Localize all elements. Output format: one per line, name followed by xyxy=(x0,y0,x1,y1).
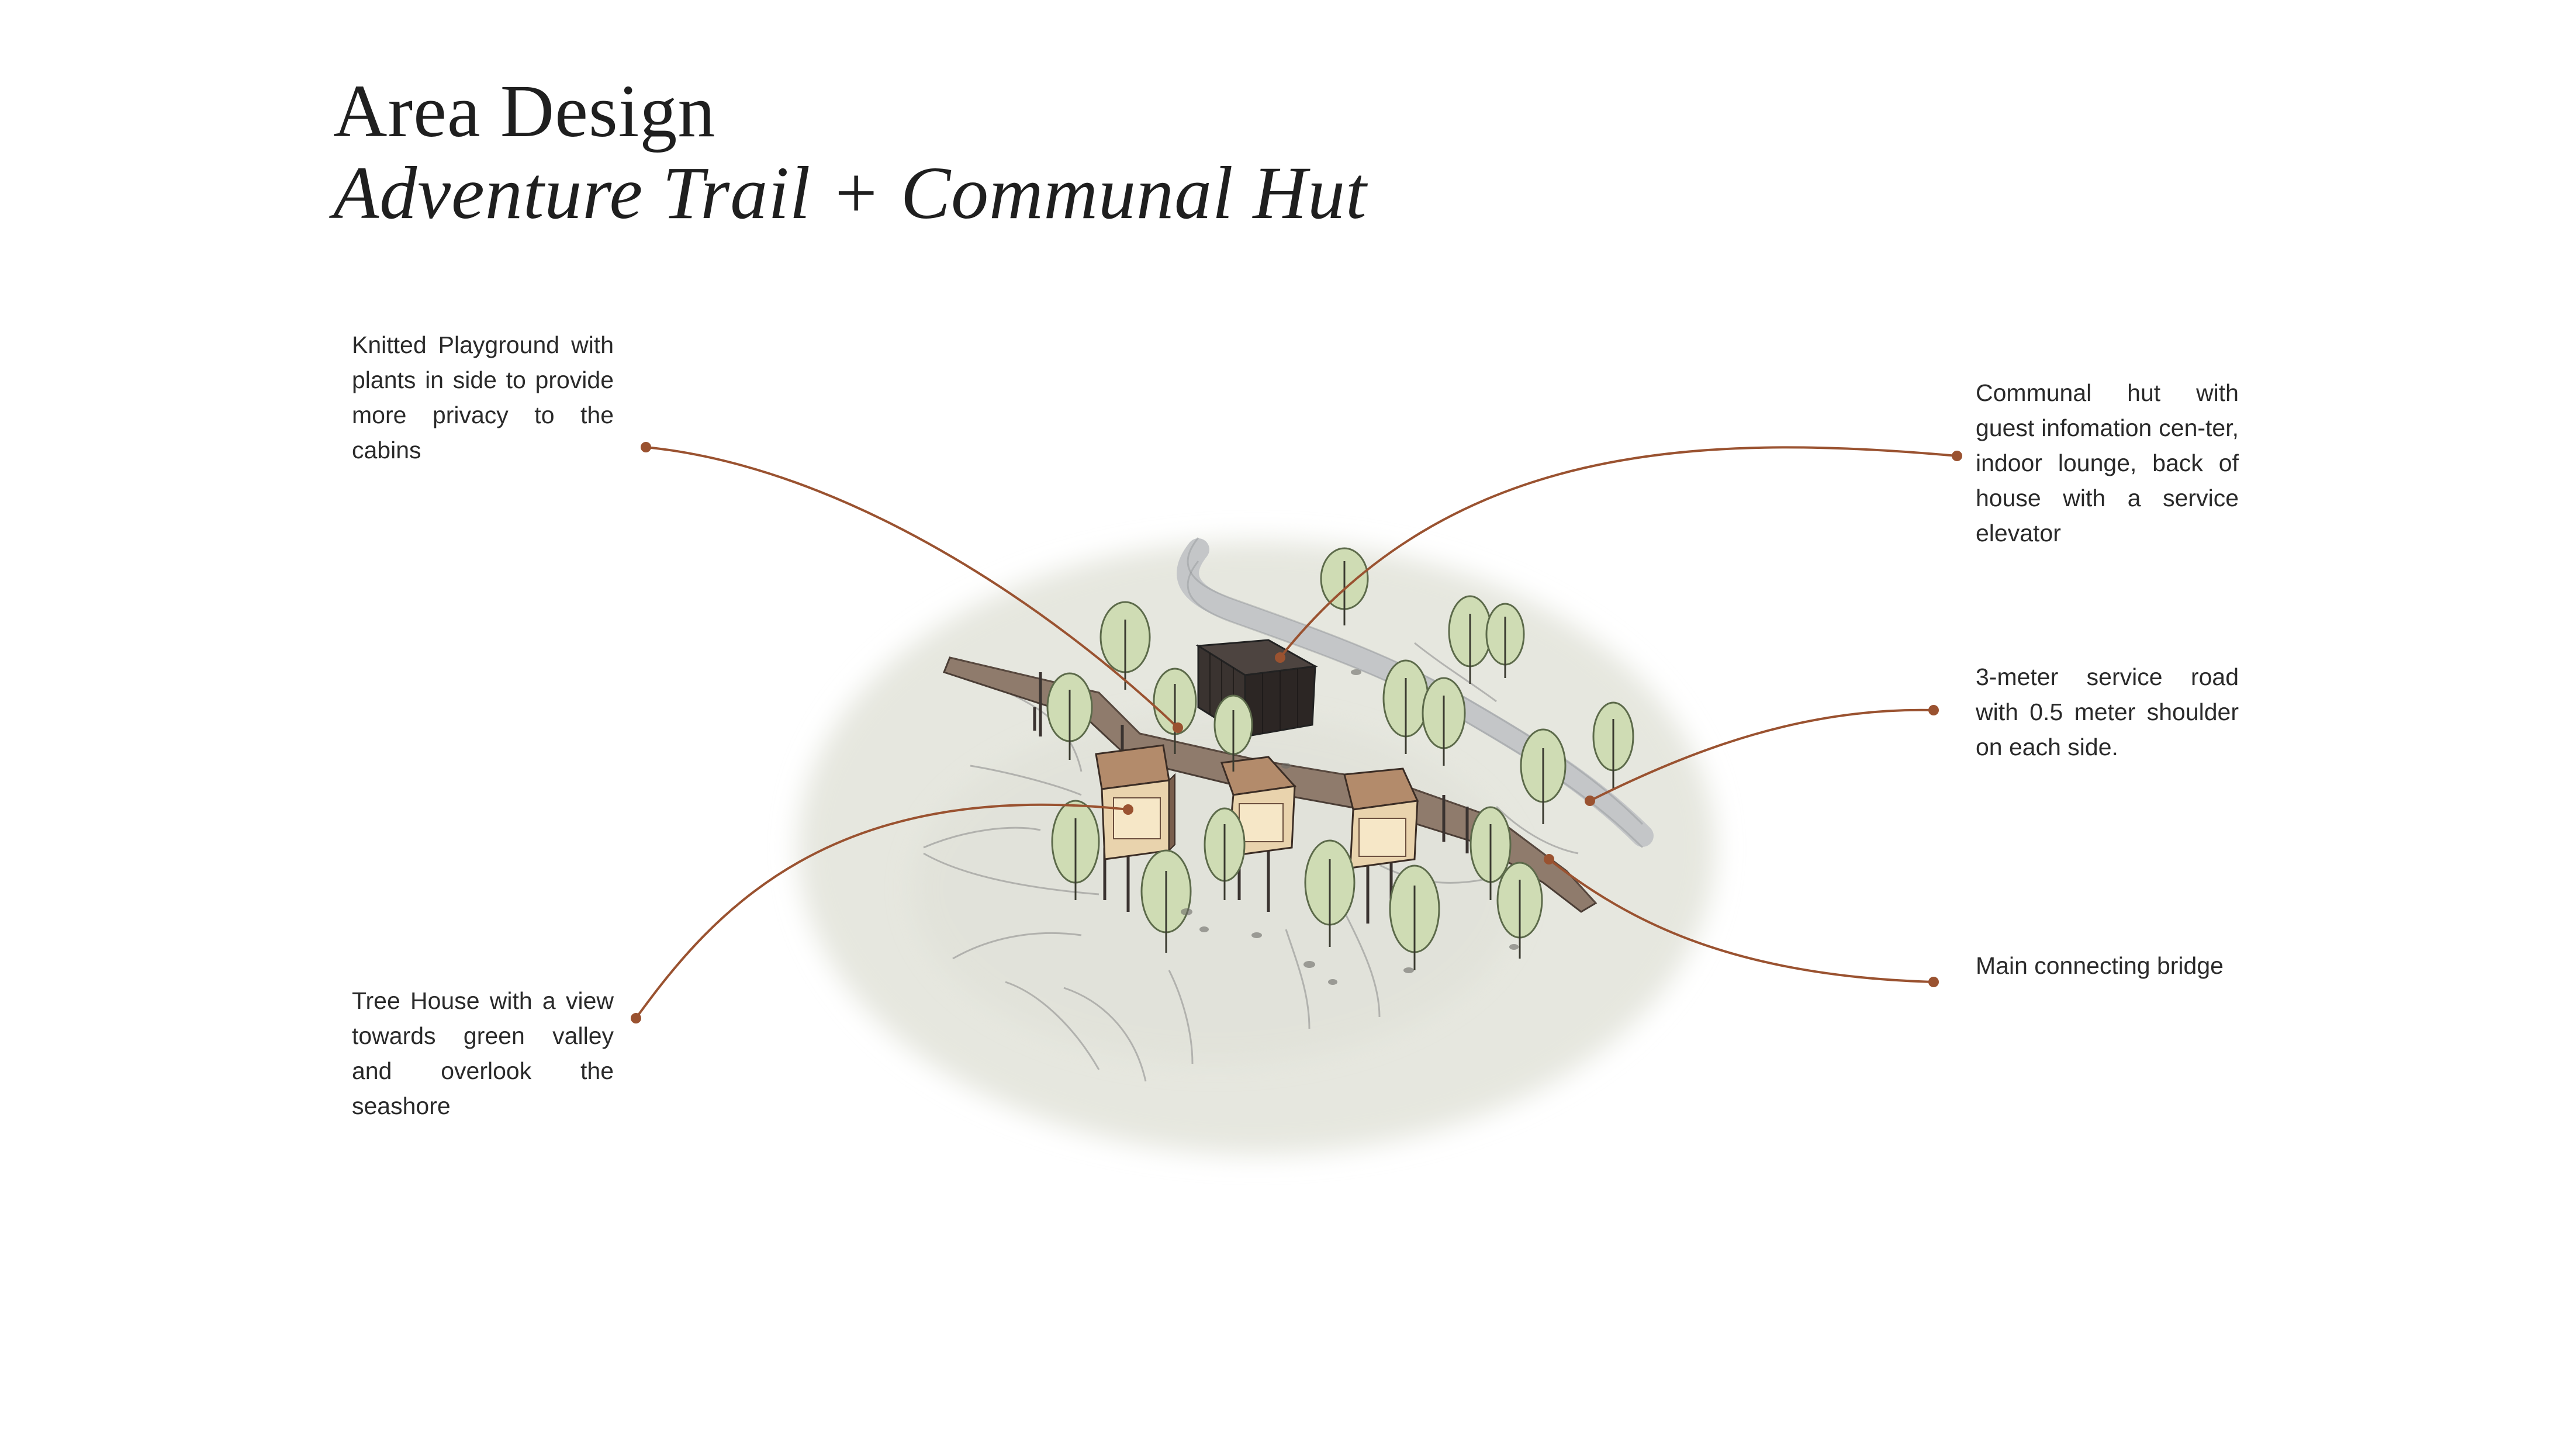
leader-dots xyxy=(631,442,1962,1023)
leader-service-road xyxy=(1589,708,1934,802)
annotation-service-road: 3-meter service road with 0.5 meter shou… xyxy=(1976,663,2239,760)
annotation-communal-hut: Communal hut with guest infomation cen-t… xyxy=(1976,379,2239,547)
leader-communal-hut xyxy=(1279,446,1958,659)
leader-lines xyxy=(635,446,1958,1019)
annotation-knitted-playground: Knitted Playground with plants in side t… xyxy=(352,331,614,464)
annotation-connecting-bridge: Main connecting bridge xyxy=(1976,952,2224,979)
tree-house-cabins xyxy=(1095,744,1419,869)
title-block: Area Design Adventure Trail + Communal H… xyxy=(333,70,1367,234)
cabin-1 xyxy=(1095,744,1175,860)
page-subtitle: Adventure Trail + Communal Hut xyxy=(333,151,1367,234)
stones xyxy=(1181,669,1519,985)
leader-tree-house xyxy=(635,803,1129,1019)
cabin-3 xyxy=(1343,767,1419,869)
annotation-tree-house: Tree House with a view towards green val… xyxy=(352,987,614,1119)
tree-trunks xyxy=(1069,561,1614,970)
leader-connecting-bridge xyxy=(1548,858,1934,983)
page-title: Area Design xyxy=(333,70,716,153)
cabin-2 xyxy=(1220,756,1296,857)
leader-knitted-playground xyxy=(645,446,1179,729)
